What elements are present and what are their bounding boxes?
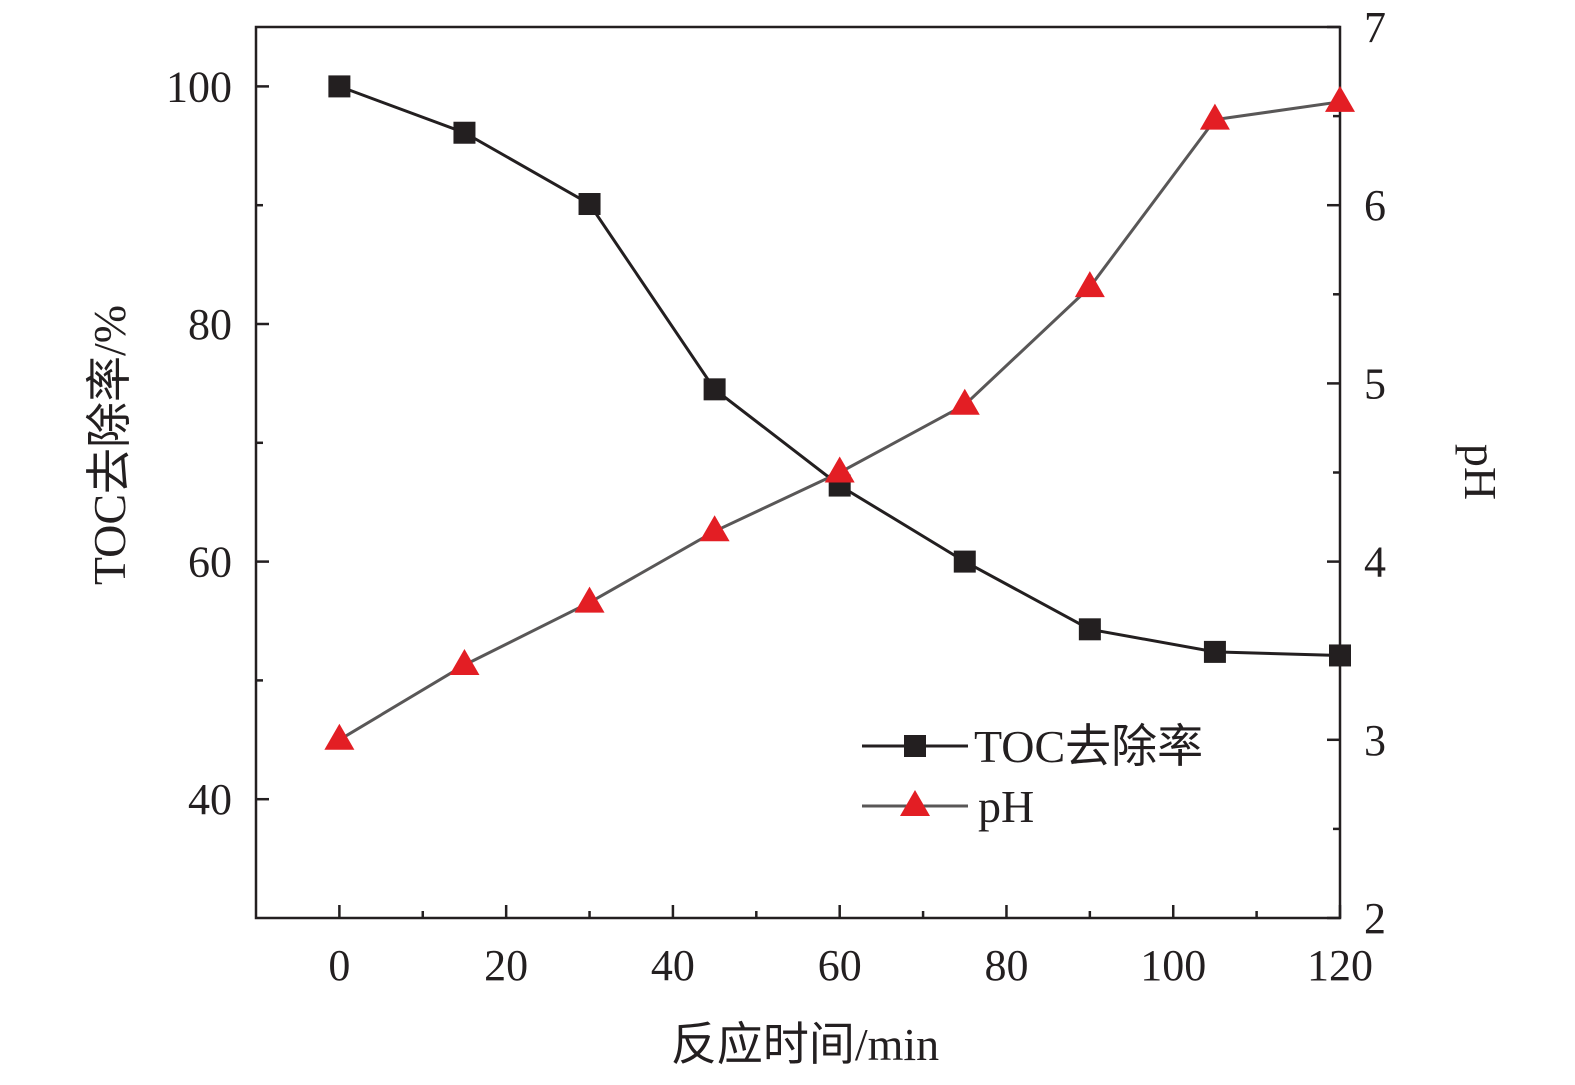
x-tick-label: 0	[328, 941, 350, 990]
legend-ph-label: pH	[978, 781, 1034, 832]
ph-point	[449, 648, 480, 675]
left-y-axis-title: TOC去除率/%	[84, 305, 135, 585]
toc-point	[1078, 618, 1101, 641]
right-y-axis: 2 3 4 5 6 7	[1327, 3, 1386, 943]
x-tick-label: 120	[1307, 941, 1373, 990]
ph-point	[1199, 103, 1230, 130]
x-tick-label: 60	[818, 941, 862, 990]
toc-point	[703, 378, 726, 401]
ph-series-line	[338, 100, 1341, 742]
x-tick-label: 80	[984, 941, 1028, 990]
toc-point	[1329, 644, 1351, 667]
toc-point	[1203, 640, 1226, 663]
legend-ph-marker	[900, 790, 930, 816]
legend: TOC去除率 pH	[862, 721, 1203, 832]
right-y-axis-title: pH	[1455, 444, 1506, 500]
x-tick-label: 20	[484, 941, 528, 990]
toc-point	[953, 550, 976, 573]
legend-toc-label: TOC去除率	[974, 721, 1203, 772]
right-y-tick-label: 7	[1364, 3, 1386, 52]
x-axis-title: 反应时间/min	[671, 1019, 939, 1070]
left-y-tick-label: 100	[166, 62, 232, 111]
series-layer	[324, 75, 1355, 750]
left-y-tick-label: 60	[188, 538, 232, 587]
toc-point	[453, 121, 476, 144]
left-y-tick-label: 80	[188, 300, 232, 349]
legend-toc-marker	[904, 735, 926, 757]
plot-frame	[254, 25, 1342, 920]
left-y-axis: 40 60 80 100	[166, 62, 269, 824]
ph-point	[949, 388, 980, 415]
ph-point	[699, 515, 730, 542]
x-axis: 0 20 40 60 80 100 120	[328, 905, 1373, 990]
ph-point	[824, 456, 855, 483]
right-y-tick-label: 4	[1364, 538, 1386, 587]
ph-point	[324, 723, 355, 750]
right-y-tick-label: 3	[1364, 716, 1386, 765]
right-y-tick-label: 2	[1364, 894, 1386, 943]
x-tick-label: 100	[1140, 941, 1206, 990]
ph-point	[574, 586, 605, 613]
x-tick-label: 40	[651, 941, 695, 990]
toc-point	[578, 193, 601, 216]
right-y-tick-label: 5	[1364, 359, 1386, 408]
toc-point	[328, 75, 351, 98]
toc-series-line	[338, 84, 1341, 657]
ph-point	[1074, 271, 1105, 298]
ph-point	[1325, 85, 1355, 112]
right-y-tick-label: 6	[1364, 181, 1386, 230]
left-y-tick-label: 40	[188, 775, 232, 824]
